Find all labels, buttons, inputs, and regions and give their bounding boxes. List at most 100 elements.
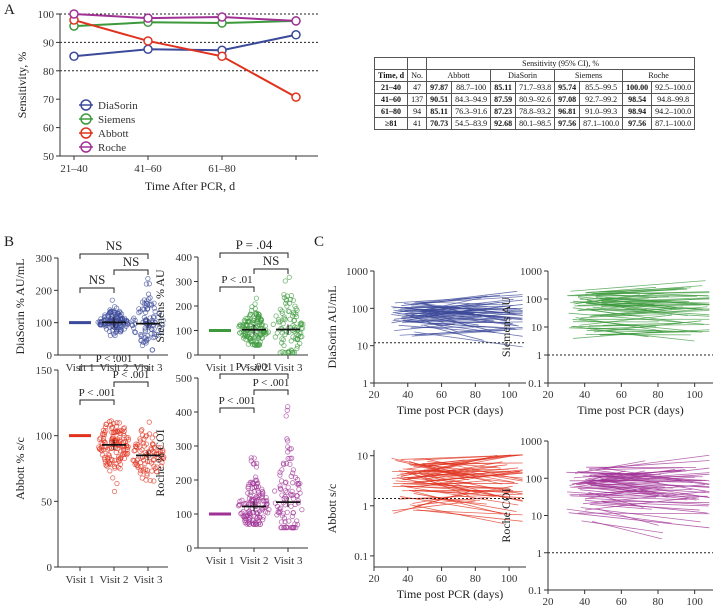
- data-point: [281, 349, 287, 356]
- comparison-bracket: [79, 287, 115, 293]
- y-tick-label: 150: [36, 365, 53, 377]
- data-point: [270, 321, 276, 327]
- data-point: [290, 509, 296, 516]
- y-axis-label: Siemens AU: [499, 297, 513, 358]
- data-point: [281, 294, 287, 301]
- value-cell: 71.7–93.8: [515, 81, 556, 94]
- subject-line: [393, 309, 487, 320]
- data-point: [151, 478, 157, 484]
- subject-line: [391, 313, 444, 323]
- data-point: [258, 332, 264, 338]
- y-tick-label: 50: [41, 496, 53, 508]
- data-point: [242, 331, 248, 337]
- value-cell: 80.9–92.6: [515, 93, 556, 106]
- significance-label: P < .01: [221, 274, 252, 286]
- kinetics-panel: 1 10 100 1000 20 40 60 80 100 Time post PCR (days…: [325, 266, 526, 417]
- y-tick-label: 0: [47, 562, 53, 574]
- data-point: [97, 435, 104, 441]
- data-point: [110, 475, 116, 481]
- subject-line: [590, 502, 700, 511]
- subject-line: [414, 326, 523, 336]
- value-cell: 137: [407, 93, 428, 106]
- data-point: [105, 447, 111, 453]
- data-point: [142, 325, 148, 331]
- y-tick-label: 100: [36, 318, 53, 330]
- y-tick-label: 100: [38, 9, 55, 21]
- series-line-siemens: [73, 19, 297, 28]
- y-tick-label: 100: [526, 473, 543, 485]
- data-point: [281, 291, 287, 298]
- data-point: [101, 314, 107, 321]
- x-tick-label: 20: [543, 596, 555, 608]
- data-point: [107, 310, 113, 316]
- subject-line: [599, 329, 710, 336]
- significance-label: P < .001: [253, 377, 290, 389]
- legend-label: Abbott: [98, 128, 129, 140]
- data-point: [129, 322, 135, 328]
- data-point: [298, 330, 304, 336]
- data-point: [143, 477, 149, 483]
- data-point: [279, 308, 285, 314]
- significance-label: P < .001: [236, 361, 273, 373]
- x-tick-label: 20: [369, 389, 381, 401]
- data-point: [138, 468, 144, 474]
- data-point: [148, 331, 154, 337]
- significance-label: NS: [123, 254, 140, 269]
- table-row: 41–60 137 90.51 84.3–94.9 87.59 80.9–92.6 97.0…: [373, 93, 696, 106]
- data-point: [69, 9, 79, 19]
- value-cell: 94: [407, 105, 428, 118]
- data-point: [134, 444, 140, 450]
- y-tick-label: 300: [36, 253, 53, 265]
- x-tick-label: Visit 3: [274, 555, 303, 567]
- subject-line: [579, 495, 708, 497]
- y-tick-label: 60: [43, 123, 55, 135]
- data-point: [112, 304, 118, 310]
- data-point: [135, 463, 141, 469]
- data-point: [249, 338, 255, 345]
- column-header: DiaSorin: [490, 69, 556, 82]
- x-tick-label: Visit 3: [274, 362, 303, 374]
- data-point: [145, 276, 151, 282]
- data-point: [283, 413, 289, 419]
- data-point: [297, 340, 303, 347]
- y-tick-label: 10: [531, 511, 543, 523]
- comparison-bracket: [113, 381, 149, 387]
- y-tick-label: 1000: [520, 266, 543, 278]
- subject-line: [413, 509, 523, 516]
- data-point: [292, 303, 298, 309]
- data-point: [272, 334, 278, 340]
- data-point: [143, 309, 149, 316]
- data-point: [239, 510, 245, 516]
- data-point: [149, 347, 156, 353]
- value-cell: 95.74: [554, 81, 581, 94]
- data-point: [250, 480, 256, 486]
- data-point: [255, 311, 261, 317]
- data-point: [124, 451, 130, 458]
- data-point: [248, 455, 254, 461]
- subject-line: [586, 330, 663, 333]
- value-cell: 76.3–91.6: [451, 105, 492, 118]
- subject-line: [419, 473, 523, 495]
- data-point: [241, 328, 247, 334]
- x-tick-label: 60: [616, 596, 628, 608]
- x-tick-label: Visit 2: [100, 574, 129, 586]
- data-point: [114, 420, 120, 426]
- subject-line: [605, 297, 710, 306]
- data-point: [107, 468, 113, 474]
- y-axis-label: DiaSorin % AU/mL: [13, 259, 27, 355]
- data-point: [160, 317, 166, 323]
- subject-line: [599, 487, 656, 493]
- x-tick-label: 60: [616, 389, 628, 401]
- data-point: [285, 455, 291, 462]
- legend-label: Siemens: [98, 114, 135, 126]
- y-tick-label: 300: [176, 441, 193, 453]
- legend-label: Roche: [98, 142, 126, 154]
- subject-line: [603, 502, 709, 507]
- subject-line: [585, 496, 700, 511]
- subject-line: [426, 490, 523, 493]
- data-point: [137, 438, 143, 444]
- y-axis-label: DiaSorin AU/mL: [325, 286, 339, 369]
- subject-line: [573, 476, 643, 488]
- data-point: [290, 309, 297, 316]
